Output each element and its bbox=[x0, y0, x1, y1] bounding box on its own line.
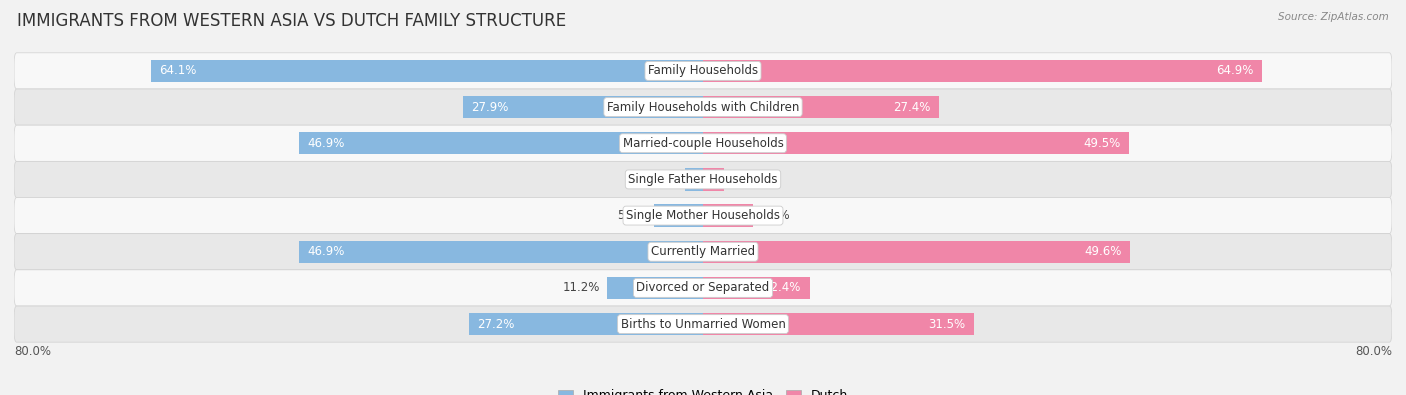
Text: Births to Unmarried Women: Births to Unmarried Women bbox=[620, 318, 786, 331]
Bar bbox=[703, 204, 754, 227]
Bar bbox=[299, 241, 703, 263]
Text: Currently Married: Currently Married bbox=[651, 245, 755, 258]
Bar bbox=[606, 277, 703, 299]
Text: 5.7%: 5.7% bbox=[617, 209, 647, 222]
Bar bbox=[703, 60, 1263, 82]
Text: 64.1%: 64.1% bbox=[160, 64, 197, 77]
Text: 31.5%: 31.5% bbox=[928, 318, 966, 331]
Text: 2.4%: 2.4% bbox=[731, 173, 761, 186]
Bar bbox=[463, 96, 703, 118]
Text: 46.9%: 46.9% bbox=[308, 245, 344, 258]
Text: 46.9%: 46.9% bbox=[308, 137, 344, 150]
Bar bbox=[654, 204, 703, 227]
Text: 11.2%: 11.2% bbox=[562, 281, 599, 294]
Bar bbox=[703, 168, 724, 191]
Text: Family Households with Children: Family Households with Children bbox=[607, 101, 799, 114]
Text: 27.2%: 27.2% bbox=[478, 318, 515, 331]
Bar bbox=[685, 168, 703, 191]
Text: 2.1%: 2.1% bbox=[648, 173, 678, 186]
Text: 80.0%: 80.0% bbox=[14, 345, 51, 358]
Text: Source: ZipAtlas.com: Source: ZipAtlas.com bbox=[1278, 12, 1389, 22]
Bar bbox=[703, 277, 810, 299]
Bar bbox=[150, 60, 703, 82]
Bar bbox=[703, 241, 1130, 263]
Bar bbox=[468, 313, 703, 335]
Bar bbox=[299, 132, 703, 154]
FancyBboxPatch shape bbox=[14, 306, 1392, 342]
Text: 12.4%: 12.4% bbox=[763, 281, 801, 294]
Text: Single Mother Households: Single Mother Households bbox=[626, 209, 780, 222]
Text: Single Father Households: Single Father Households bbox=[628, 173, 778, 186]
FancyBboxPatch shape bbox=[14, 198, 1392, 234]
Text: 27.9%: 27.9% bbox=[471, 101, 509, 114]
Text: 80.0%: 80.0% bbox=[1355, 345, 1392, 358]
Bar bbox=[703, 96, 939, 118]
Text: Family Households: Family Households bbox=[648, 64, 758, 77]
Text: 64.9%: 64.9% bbox=[1216, 64, 1253, 77]
FancyBboxPatch shape bbox=[14, 234, 1392, 270]
Legend: Immigrants from Western Asia, Dutch: Immigrants from Western Asia, Dutch bbox=[553, 384, 853, 395]
FancyBboxPatch shape bbox=[14, 53, 1392, 89]
Bar bbox=[703, 132, 1129, 154]
Text: Married-couple Households: Married-couple Households bbox=[623, 137, 783, 150]
Text: 49.5%: 49.5% bbox=[1084, 137, 1121, 150]
Text: 27.4%: 27.4% bbox=[893, 101, 931, 114]
FancyBboxPatch shape bbox=[14, 125, 1392, 161]
Text: Divorced or Separated: Divorced or Separated bbox=[637, 281, 769, 294]
Text: 49.6%: 49.6% bbox=[1084, 245, 1122, 258]
FancyBboxPatch shape bbox=[14, 89, 1392, 125]
Text: IMMIGRANTS FROM WESTERN ASIA VS DUTCH FAMILY STRUCTURE: IMMIGRANTS FROM WESTERN ASIA VS DUTCH FA… bbox=[17, 12, 567, 30]
Bar bbox=[703, 313, 974, 335]
FancyBboxPatch shape bbox=[14, 270, 1392, 306]
Text: 5.8%: 5.8% bbox=[759, 209, 789, 222]
FancyBboxPatch shape bbox=[14, 161, 1392, 198]
